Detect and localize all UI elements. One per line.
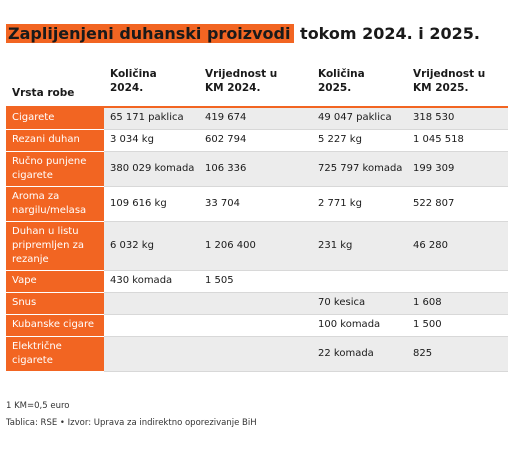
table-row: Vape 430 komada 1 505 <box>6 270 508 293</box>
row-label: Snus <box>6 292 104 315</box>
table-row: Duhan u listu pripremljen za rezanje 6 03… <box>6 221 508 271</box>
qty-2024 <box>104 314 199 337</box>
value-2024: 33 704 <box>199 186 312 222</box>
value-2025 <box>407 270 508 293</box>
value-2024: 106 336 <box>199 151 312 187</box>
value-2025: 825 <box>407 336 508 372</box>
qty-2025: 49 047 paklica <box>312 107 407 130</box>
table-row: Snus 70 kesica 1 608 <box>6 292 508 315</box>
row-label: Duhan u listu pripremljen za rezanje <box>6 221 104 271</box>
row-label: Električne cigarete <box>6 336 104 372</box>
table-row: Aroma za nargilu/melasa 109 616 kg 33 704 2… <box>6 186 508 222</box>
header-vrijednost-2024: Vrijednost u KM 2024. <box>199 61 312 108</box>
value-2024 <box>199 336 312 372</box>
row-label: Kubanske cigare <box>6 314 104 337</box>
qty-2025: 70 kesica <box>312 292 407 315</box>
title-rest: tokom 2024. i 2025. <box>294 24 480 43</box>
row-label: Ručno punjene cigarete <box>6 151 104 187</box>
row-label: Aroma za nargilu/melasa <box>6 186 104 222</box>
table-row: Ručno punjene cigarete 380 029 komada 106 … <box>6 151 508 187</box>
qty-2024: 65 171 paklica <box>104 107 199 130</box>
table-row: Rezani duhan 3 034 kg 602 794 5 227 kg 1 045… <box>6 129 508 152</box>
table-header-row: Vrsta robe Količina 2024. Vrijednost u K… <box>6 61 508 108</box>
row-label: Vape <box>6 270 104 293</box>
qty-2024 <box>104 336 199 372</box>
qty-2025: 725 797 komada <box>312 151 407 187</box>
page-title: Zaplijenjeni duhanski proizvodi tokom 20… <box>6 22 480 46</box>
qty-2024: 430 komada <box>104 270 199 293</box>
value-2024: 602 794 <box>199 129 312 152</box>
row-label: Cigarete <box>6 107 104 130</box>
qty-2024: 6 032 kg <box>104 221 199 271</box>
value-2025: 1 045 518 <box>407 129 508 152</box>
value-2025: 46 280 <box>407 221 508 271</box>
header-vrijednost-2025: Vrijednost u KM 2025. <box>407 61 508 108</box>
qty-2024: 3 034 kg <box>104 129 199 152</box>
value-2025: 199 309 <box>407 151 508 187</box>
header-vrsta-robe: Vrsta robe <box>6 61 104 108</box>
table-notes: 1 KM=0,5 euro Tablica: RSE • Izvor: Upra… <box>6 400 257 434</box>
header-kolicina-2025: Količina 2025. <box>312 61 407 108</box>
value-2024: 1 505 <box>199 270 312 293</box>
qty-2024: 109 616 kg <box>104 186 199 222</box>
qty-2025: 231 kg <box>312 221 407 271</box>
value-2025: 318 530 <box>407 107 508 130</box>
table-row: Kubanske cigare 100 komada 1 500 <box>6 314 508 337</box>
qty-2025: 5 227 kg <box>312 129 407 152</box>
value-2025: 1 500 <box>407 314 508 337</box>
table-row: Cigarete 65 171 paklica 419 674 49 047 pakl… <box>6 107 508 130</box>
header-kolicina-2024: Količina 2024. <box>104 61 199 108</box>
value-2024 <box>199 314 312 337</box>
qty-2024: 380 029 komada <box>104 151 199 187</box>
row-label: Rezani duhan <box>6 129 104 152</box>
table-row: Električne cigarete 22 komada 825 <box>6 336 508 372</box>
value-2024: 1 206 400 <box>199 221 312 271</box>
source-note: Tablica: RSE • Izvor: Uprava za indirekt… <box>6 418 257 428</box>
exchange-rate-note: 1 KM=0,5 euro <box>6 401 70 411</box>
value-2024 <box>199 292 312 315</box>
value-2025: 1 608 <box>407 292 508 315</box>
qty-2024 <box>104 292 199 315</box>
title-highlight: Zaplijenjeni duhanski proizvodi <box>6 24 295 43</box>
value-2024: 419 674 <box>199 107 312 130</box>
value-2025: 522 807 <box>407 186 508 222</box>
qty-2025: 22 komada <box>312 336 407 372</box>
seizure-table: Vrsta robe Količina 2024. Vrijednost u K… <box>6 61 508 372</box>
qty-2025: 2 771 kg <box>312 186 407 222</box>
qty-2025: 100 komada <box>312 314 407 337</box>
qty-2025 <box>312 270 407 293</box>
